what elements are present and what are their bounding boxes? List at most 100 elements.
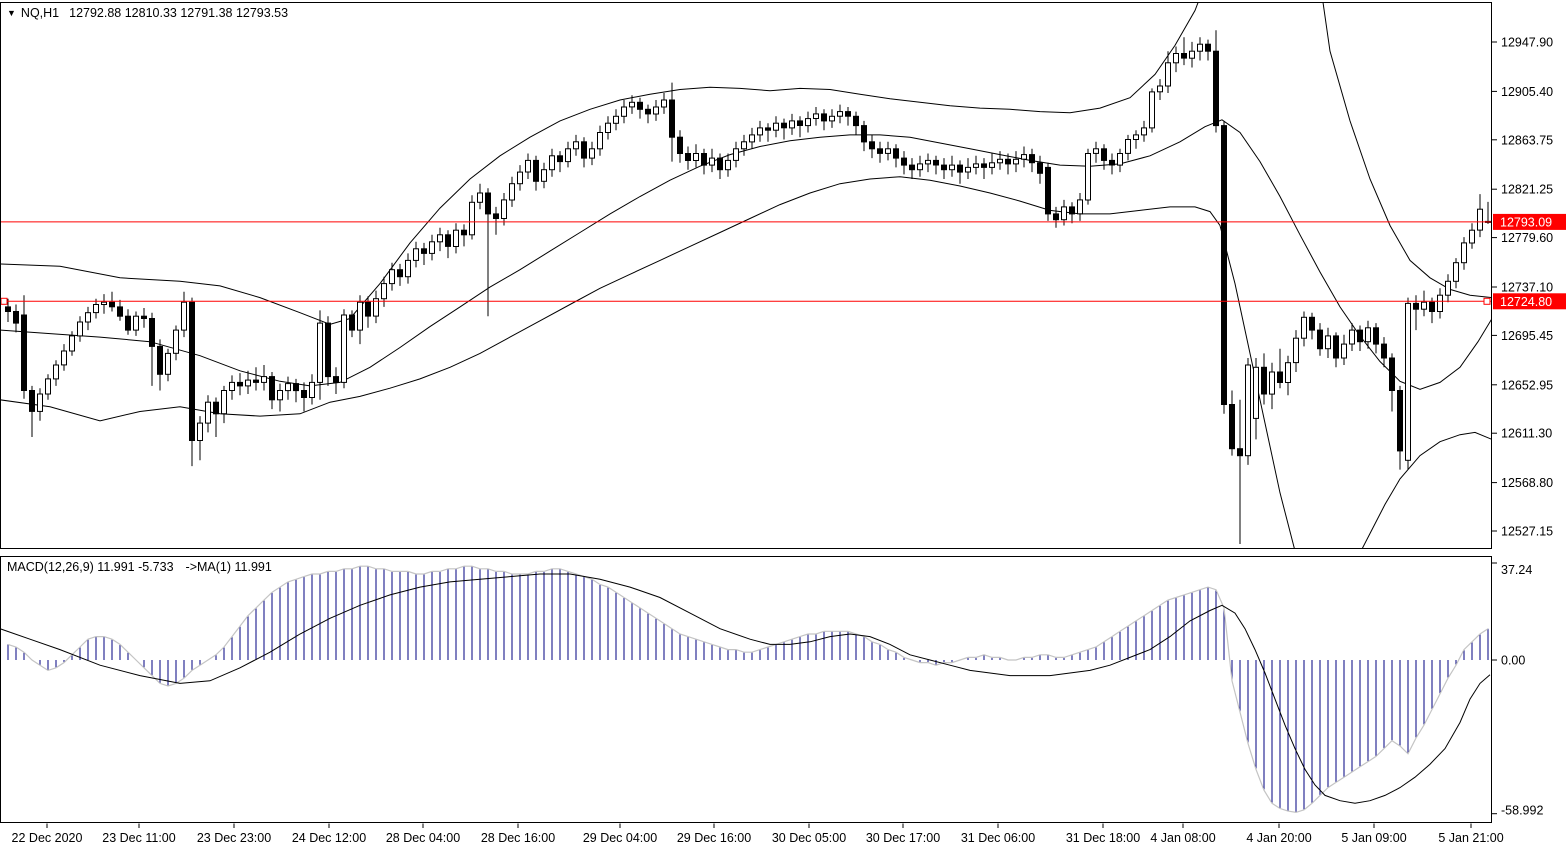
candle-down — [189, 301, 195, 442]
candle-down — [685, 153, 691, 161]
candle-up — [61, 350, 67, 366]
price-tick-label: 12568.80 — [1501, 476, 1553, 490]
candle-up — [917, 163, 923, 171]
candle-down — [333, 376, 339, 383]
candle-up — [605, 122, 611, 133]
time-scale[interactable]: 22 Dec 2020 23 Dec 11:00 23 Dec 23:00 24 De… — [12, 823, 1504, 846]
candle-up — [949, 164, 955, 171]
candle-up — [509, 183, 515, 201]
candle-up — [1301, 316, 1307, 339]
candle-up — [709, 157, 715, 166]
candle-up — [245, 379, 251, 387]
candle-up — [229, 381, 235, 391]
candle-up — [1365, 327, 1371, 343]
chart-ohlc-values: 12792.88 12810.33 12791.38 12793.53 — [69, 6, 289, 20]
candle-up — [221, 390, 227, 415]
candle-up — [517, 171, 523, 185]
candle-down — [869, 141, 875, 150]
candle-down — [237, 381, 243, 387]
candle-up — [1445, 280, 1451, 296]
candle-down — [1309, 316, 1315, 331]
macd-tick-label: -58.992 — [1501, 804, 1543, 818]
candle-down — [293, 383, 299, 392]
price-badge-label: 12724.80 — [1500, 295, 1552, 309]
candle-up — [749, 134, 755, 143]
hline-right-handle[interactable] — [1483, 297, 1491, 305]
candle-up — [165, 352, 171, 375]
candle-down — [269, 376, 275, 401]
time-tick-label: 28 Dec 04:00 — [386, 831, 460, 845]
candle-up — [1013, 158, 1019, 165]
candle-down — [557, 155, 563, 163]
candle-up — [661, 99, 667, 108]
candle-down — [21, 314, 27, 391]
candle-down — [1381, 343, 1387, 359]
candle-down — [1213, 50, 1219, 127]
candle-up — [1285, 362, 1291, 384]
hline-left-handle[interactable] — [1, 297, 8, 305]
candle-up — [549, 155, 555, 171]
macd-envelope-line — [7, 565, 1489, 814]
candle-up — [1197, 43, 1203, 52]
macd-indicator-label: MACD(12,26,9) 11.991 -5.733 ->MA(1) 11.99… — [7, 560, 272, 574]
time-tick-label: 22 Dec 2020 — [12, 831, 83, 845]
candle-up — [1077, 199, 1083, 215]
candle-down — [581, 141, 587, 159]
candle-down — [117, 306, 123, 317]
candle-down — [1045, 166, 1051, 215]
candle-up — [413, 248, 419, 261]
price-panel-frame — [0, 2, 1492, 549]
macd-ma-value: ->MA(1) 11.991 — [185, 560, 272, 574]
candle-up — [1405, 302, 1411, 461]
candle-up — [525, 159, 531, 173]
candle-up — [1325, 335, 1331, 350]
candle-up — [989, 162, 995, 168]
candle-up — [1453, 262, 1459, 282]
candle-down — [981, 163, 987, 168]
candle-up — [309, 381, 315, 398]
price-tick-label: 12527.15 — [1501, 525, 1553, 539]
candle-up — [1061, 206, 1067, 221]
bollinger-middle-band-line — [1, 119, 1491, 390]
candle-down — [1029, 154, 1035, 164]
candle-up — [1021, 154, 1027, 160]
candle-down — [1221, 125, 1227, 405]
candle-up — [389, 269, 395, 285]
candle-up — [501, 199, 507, 219]
candle-down — [669, 99, 675, 138]
candle-up — [973, 163, 979, 168]
time-tick-label: 30 Dec 05:00 — [772, 831, 846, 845]
price-tick-label: 12611.30 — [1501, 427, 1552, 441]
candle-down — [421, 248, 427, 254]
candle-down — [701, 153, 707, 166]
price-scale[interactable]: 12947.90 12905.40 12863.75 12821.25 12779.60… — [1492, 36, 1566, 818]
candle-down — [253, 379, 259, 383]
candle-up — [613, 115, 619, 124]
candle-up — [965, 166, 971, 173]
candle-up — [1189, 50, 1195, 59]
candle-up — [565, 148, 571, 163]
candle-down — [781, 122, 787, 129]
candle-down — [1237, 448, 1243, 457]
candle-up — [1141, 127, 1147, 136]
candle-down — [1317, 329, 1323, 350]
price-tick-label: 12779.60 — [1501, 231, 1553, 245]
candle-down — [893, 148, 899, 159]
candle-up — [453, 229, 459, 247]
candle-up — [381, 283, 387, 300]
candle-up — [653, 106, 659, 115]
candle-up — [45, 378, 51, 395]
candle-up — [885, 148, 891, 154]
candle-down — [1109, 159, 1115, 166]
candle-up — [1253, 366, 1259, 419]
candle-down — [717, 157, 723, 171]
candle-down — [1413, 302, 1419, 310]
price-badge — [1493, 293, 1566, 310]
candle-up — [69, 335, 75, 352]
candle-up — [725, 159, 731, 171]
symbol-marker-icon: ▼ — [7, 8, 16, 18]
price-tick-label: 12737.10 — [1501, 281, 1553, 295]
candle-down — [637, 101, 643, 110]
